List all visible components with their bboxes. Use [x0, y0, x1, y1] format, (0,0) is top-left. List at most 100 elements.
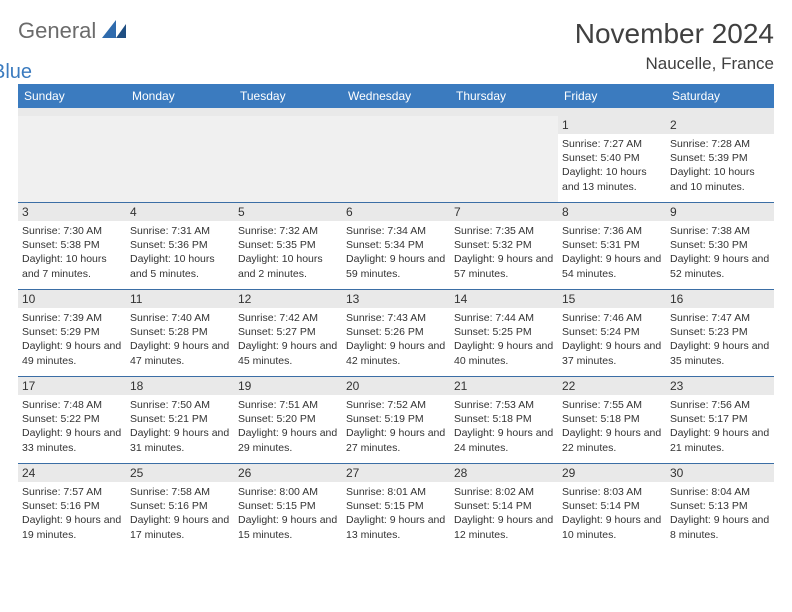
day-cell: 10Sunrise: 7:39 AMSunset: 5:29 PMDayligh…: [18, 290, 126, 376]
sunrise-text: Sunrise: 7:47 AM: [670, 311, 770, 325]
sunrise-text: Sunrise: 7:39 AM: [22, 311, 122, 325]
day-number: 23: [666, 377, 774, 395]
daylight-text: Daylight: 9 hours and 54 minutes.: [562, 252, 662, 280]
sunset-text: Sunset: 5:26 PM: [346, 325, 446, 339]
sunrise-text: Sunrise: 8:03 AM: [562, 485, 662, 499]
day-cell: 29 Sunrise: 8:03 AMSunset: 5:14 PMDayligh…: [558, 464, 666, 550]
day-number: 22: [558, 377, 666, 395]
daylight-text: Daylight: 9 hours and 29 minutes.: [238, 426, 338, 454]
month-title: November 2024: [575, 18, 774, 50]
day-cell: 14 Sunrise: 7:44 AMSunset: 5:25 PMDayligh…: [450, 290, 558, 376]
day-cell: 5Sunrise: 7:32 AMSunset: 5:35 PMDaylight…: [234, 203, 342, 289]
day-cell: 2 Sunrise: 7:28 AMSunset: 5:39 PMDaylight…: [666, 116, 774, 202]
day-cell: 26Sunrise: 8:00 AMSunset: 5:15 PMDayligh…: [234, 464, 342, 550]
daylight-text: Daylight: 9 hours and 52 minutes.: [670, 252, 770, 280]
sunset-text: Sunset: 5:15 PM: [238, 499, 338, 513]
sunrise-text: Sunrise: 7:56 AM: [670, 398, 770, 412]
day-cell: 1Sunrise: 7:27 AMSunset: 5:40 PMDaylight…: [558, 116, 666, 202]
day-number: 29: [558, 464, 666, 482]
sunrise-text: Sunrise: 7:57 AM: [22, 485, 122, 499]
day-number: 16: [666, 290, 774, 308]
day-cell: 9Sunrise: 7:38 AMSunset: 5:30 PMDaylight…: [666, 203, 774, 289]
day-details: Sunrise: 8:04 AMSunset: 5:13 PMDaylight:…: [670, 485, 770, 542]
day-details: Sunrise: 7:36 AMSunset: 5:31 PMDaylight:…: [562, 224, 662, 281]
daylight-text: Daylight: 9 hours and 45 minutes.: [238, 339, 338, 367]
sunrise-text: Sunrise: 7:28 AM: [670, 137, 770, 151]
day-cell-empty: [126, 116, 234, 202]
sunset-text: Sunset: 5:17 PM: [670, 412, 770, 426]
day-details: Sunrise: 7:47 AMSunset: 5:23 PMDaylight:…: [670, 311, 770, 368]
week-row: 24Sunrise: 7:57 AMSunset: 5:16 PMDayligh…: [18, 463, 774, 550]
day-number: 10: [18, 290, 126, 308]
day-number: 11: [126, 290, 234, 308]
daylight-text: Daylight: 9 hours and 42 minutes.: [346, 339, 446, 367]
day-cell: 25Sunrise: 7:58 AMSunset: 5:16 PMDayligh…: [126, 464, 234, 550]
daylight-text: Daylight: 9 hours and 24 minutes.: [454, 426, 554, 454]
day-cell: 28Sunrise: 8:02 AMSunset: 5:14 PMDayligh…: [450, 464, 558, 550]
day-details: Sunrise: 7:34 AMSunset: 5:34 PMDaylight:…: [346, 224, 446, 281]
sunset-text: Sunset: 5:22 PM: [22, 412, 122, 426]
sunset-text: Sunset: 5:15 PM: [346, 499, 446, 513]
day-number: 20: [342, 377, 450, 395]
day-details: Sunrise: 7:31 AMSunset: 5:36 PMDaylight:…: [130, 224, 230, 281]
sunrise-text: Sunrise: 7:40 AM: [130, 311, 230, 325]
day-number: 18: [126, 377, 234, 395]
day-cell: 16 Sunrise: 7:47 AMSunset: 5:23 PMDayligh…: [666, 290, 774, 376]
sunrise-text: Sunrise: 7:38 AM: [670, 224, 770, 238]
calendar-grid: Sunday Monday Tuesday Wednesday Thursday…: [18, 84, 774, 550]
day-details: Sunrise: 7:55 AMSunset: 5:18 PMDaylight:…: [562, 398, 662, 455]
sunset-text: Sunset: 5:13 PM: [670, 499, 770, 513]
sunset-text: Sunset: 5:38 PM: [22, 238, 122, 252]
sunset-text: Sunset: 5:27 PM: [238, 325, 338, 339]
sunset-text: Sunset: 5:18 PM: [562, 412, 662, 426]
day-details: Sunrise: 7:30 AMSunset: 5:38 PMDaylight:…: [22, 224, 122, 281]
sunset-text: Sunset: 5:21 PM: [130, 412, 230, 426]
day-number: 4: [126, 203, 234, 221]
week-row: 1Sunrise: 7:27 AMSunset: 5:40 PMDaylight…: [18, 116, 774, 202]
day-details: Sunrise: 7:52 AMSunset: 5:19 PMDaylight:…: [346, 398, 446, 455]
day-cell-empty: [234, 116, 342, 202]
day-details: Sunrise: 7:44 AMSunset: 5:25 PMDaylight:…: [454, 311, 554, 368]
day-cell: 30Sunrise: 8:04 AMSunset: 5:13 PMDayligh…: [666, 464, 774, 550]
daylight-text: Daylight: 9 hours and 10 minutes.: [562, 513, 662, 541]
daylight-text: Daylight: 9 hours and 31 minutes.: [130, 426, 230, 454]
day-cell: 11Sunrise: 7:40 AMSunset: 5:28 PMDayligh…: [126, 290, 234, 376]
day-details: Sunrise: 7:53 AMSunset: 5:18 PMDaylight:…: [454, 398, 554, 455]
day-details: Sunrise: 8:00 AMSunset: 5:15 PMDaylight:…: [238, 485, 338, 542]
day-details: Sunrise: 8:03 AMSunset: 5:14 PMDaylight:…: [562, 485, 662, 542]
day-details: Sunrise: 8:02 AMSunset: 5:14 PMDaylight:…: [454, 485, 554, 542]
day-cell: 24Sunrise: 7:57 AMSunset: 5:16 PMDayligh…: [18, 464, 126, 550]
week-row: 10Sunrise: 7:39 AMSunset: 5:29 PMDayligh…: [18, 289, 774, 376]
day-cell: 6Sunrise: 7:34 AMSunset: 5:34 PMDaylight…: [342, 203, 450, 289]
daylight-text: Daylight: 9 hours and 27 minutes.: [346, 426, 446, 454]
day-details: Sunrise: 7:50 AMSunset: 5:21 PMDaylight:…: [130, 398, 230, 455]
sunset-text: Sunset: 5:25 PM: [454, 325, 554, 339]
daylight-text: Daylight: 9 hours and 21 minutes.: [670, 426, 770, 454]
brand-logo: General Blue: [18, 18, 126, 70]
day-cell: 12Sunrise: 7:42 AMSunset: 5:27 PMDayligh…: [234, 290, 342, 376]
day-number: 14: [450, 290, 558, 308]
daylight-text: Daylight: 9 hours and 35 minutes.: [670, 339, 770, 367]
daylight-text: Daylight: 10 hours and 5 minutes.: [130, 252, 230, 280]
weekday-wednesday: Wednesday: [342, 84, 450, 108]
day-number: 2: [666, 116, 774, 134]
weekday-sunday: Sunday: [18, 84, 126, 108]
day-cell: 8Sunrise: 7:36 AMSunset: 5:31 PMDaylight…: [558, 203, 666, 289]
day-number: 7: [450, 203, 558, 221]
daylight-text: Daylight: 9 hours and 8 minutes.: [670, 513, 770, 541]
daylight-text: Daylight: 9 hours and 33 minutes.: [22, 426, 122, 454]
day-cell-empty: [18, 116, 126, 202]
weekday-saturday: Saturday: [666, 84, 774, 108]
sunrise-text: Sunrise: 7:58 AM: [130, 485, 230, 499]
sunrise-text: Sunrise: 7:32 AM: [238, 224, 338, 238]
sunrise-text: Sunrise: 7:53 AM: [454, 398, 554, 412]
daylight-text: Daylight: 9 hours and 49 minutes.: [22, 339, 122, 367]
day-details: Sunrise: 7:48 AMSunset: 5:22 PMDaylight:…: [22, 398, 122, 455]
sunset-text: Sunset: 5:24 PM: [562, 325, 662, 339]
sunrise-text: Sunrise: 8:02 AM: [454, 485, 554, 499]
day-details: Sunrise: 7:28 AMSunset: 5:39 PMDaylight:…: [670, 137, 770, 194]
header-spacer: [18, 108, 774, 116]
day-cell: 21Sunrise: 7:53 AMSunset: 5:18 PMDayligh…: [450, 377, 558, 463]
sunrise-text: Sunrise: 7:35 AM: [454, 224, 554, 238]
daylight-text: Daylight: 10 hours and 10 minutes.: [670, 165, 770, 193]
